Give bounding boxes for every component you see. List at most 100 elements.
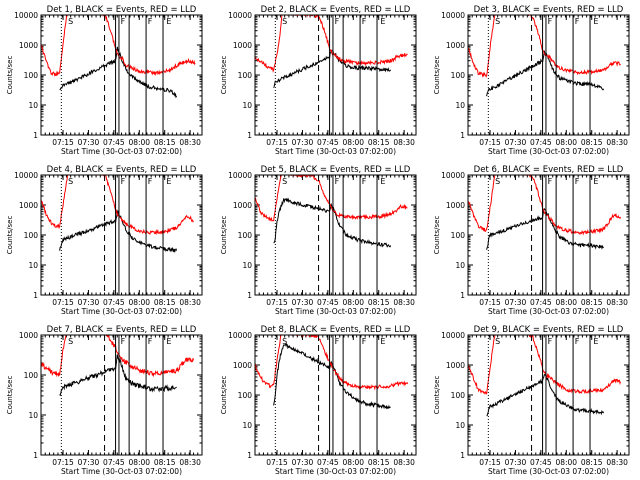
- lld-series-line: [41, 175, 194, 236]
- annotation-label: F: [148, 17, 153, 26]
- x-tick-label: 07:15: [479, 298, 501, 307]
- y-tick-label: 10000: [441, 11, 465, 20]
- chart-title: Det 4, BLACK = Events, RED = LLD: [47, 165, 197, 175]
- events-series-line: [273, 343, 391, 410]
- y-tick-label: 10: [455, 261, 465, 270]
- lld-series-line: [468, 15, 621, 78]
- events-series-line: [273, 197, 392, 248]
- annotation-label: E: [166, 17, 171, 26]
- x-tick-label: 07:15: [479, 458, 501, 467]
- events-series-line: [59, 46, 178, 99]
- y-tick-label: 100: [24, 231, 39, 240]
- annotation-label: E: [593, 17, 598, 26]
- lld-series-line: [468, 335, 621, 395]
- chart-title: Det 9, BLACK = Events, RED = LLD: [474, 325, 624, 335]
- annotation-label: F: [362, 17, 367, 26]
- y-tick-label: 1: [247, 291, 252, 300]
- y-axis-label: Counts/sec: [433, 376, 441, 415]
- x-tick-label: 08:30: [179, 458, 201, 467]
- annotation-label: F: [362, 177, 367, 186]
- plot-area: [41, 335, 194, 455]
- y-tick-label: 1000: [19, 201, 38, 210]
- x-axis-label: Start Time (30-Oct-03 07:02:00): [488, 147, 609, 156]
- x-tick-label: 07:45: [103, 458, 125, 467]
- y-tick-label: 1: [33, 131, 38, 140]
- x-tick-label: 08:15: [581, 458, 603, 467]
- chart-panel-8: Det 8, BLACK = Events, RED = LLD 1 10 100 10…: [220, 325, 417, 476]
- x-tick-label: 07:45: [317, 458, 339, 467]
- annotation-label: S: [68, 337, 73, 346]
- annotation-label: S: [68, 177, 73, 186]
- chart-panel-9: Det 9, BLACK = Events, RED = LLD 1 10 100 10…: [433, 325, 630, 476]
- y-tick-label: 10000: [441, 331, 465, 340]
- y-tick-label: 10: [455, 421, 465, 430]
- x-tick-label: 08:30: [606, 138, 628, 147]
- y-tick-label: 1: [33, 291, 38, 300]
- chart-panel-1: Det 1, BLACK = Events, RED = LLD 1 10 100 10…: [6, 5, 203, 156]
- plot-frame: [40, 334, 203, 456]
- x-tick-label: 08:00: [555, 458, 577, 467]
- y-axis-label: Counts/sec: [6, 216, 14, 255]
- x-tick-label: 07:45: [530, 298, 552, 307]
- y-tick-label: 1000: [446, 361, 465, 370]
- annotation-label: E: [166, 337, 171, 346]
- y-axis-label: Counts/sec: [433, 56, 441, 95]
- annotation-label: E: [593, 177, 598, 186]
- x-tick-label: 07:45: [103, 298, 125, 307]
- plot-area: [468, 15, 621, 135]
- x-axis-label: Start Time (30-Oct-03 07:02:00): [61, 307, 182, 316]
- y-tick-label: 10: [242, 101, 252, 110]
- x-tick-label: 08:15: [368, 138, 390, 147]
- y-tick-label: 1000: [19, 331, 38, 340]
- plot-frame: [467, 14, 630, 136]
- x-tick-label: 08:00: [128, 458, 150, 467]
- chart-title: Det 1, BLACK = Events, RED = LLD: [47, 5, 197, 15]
- y-tick-label: 1: [247, 451, 252, 460]
- annotation-label: F: [362, 337, 367, 346]
- x-tick-label: 07:30: [292, 138, 314, 147]
- y-tick-label: 100: [24, 371, 39, 380]
- x-tick-label: 08:30: [393, 458, 415, 467]
- x-tick-label: 08:15: [154, 458, 176, 467]
- annotation-label: F: [335, 337, 340, 346]
- x-tick-label: 07:15: [52, 458, 74, 467]
- plot-area: [468, 335, 621, 455]
- y-tick-label: 1: [460, 291, 465, 300]
- annotation-label: F: [148, 337, 153, 346]
- annotation-label: F: [575, 17, 580, 26]
- chart-panel-7: Det 7, BLACK = Events, RED = LLD 1 10 100 10…: [6, 325, 203, 476]
- x-tick-label: 08:00: [342, 298, 364, 307]
- y-tick-label: 10: [455, 101, 465, 110]
- annotation-label: S: [495, 17, 500, 26]
- y-tick-label: 1000: [446, 201, 465, 210]
- y-tick-label: 100: [24, 71, 39, 80]
- annotation-label: F: [548, 17, 553, 26]
- x-tick-label: 08:30: [179, 298, 201, 307]
- y-tick-label: 10000: [228, 331, 252, 340]
- x-axis-label: Start Time (30-Oct-03 07:02:00): [275, 307, 396, 316]
- chart-title: Det 3, BLACK = Events, RED = LLD: [474, 5, 624, 15]
- chart-title: Det 8, BLACK = Events, RED = LLD: [261, 325, 411, 335]
- y-tick-label: 100: [451, 391, 466, 400]
- x-tick-label: 08:15: [154, 138, 176, 147]
- y-tick-label: 100: [238, 71, 253, 80]
- chart-panel-5: Det 5, BLACK = Events, RED = LLD 1 10 100 10…: [220, 165, 417, 316]
- y-tick-label: 100: [238, 231, 253, 240]
- annotation-label: E: [380, 177, 385, 186]
- plot-frame: [467, 334, 630, 456]
- y-tick-label: 1: [460, 451, 465, 460]
- x-tick-label: 07:30: [505, 298, 527, 307]
- y-tick-label: 1000: [19, 41, 38, 50]
- annotation-label: F: [548, 177, 553, 186]
- x-tick-label: 07:45: [103, 138, 125, 147]
- y-tick-label: 10: [28, 261, 38, 270]
- plot-area: [41, 175, 194, 295]
- annotation-label: S: [282, 177, 287, 186]
- x-tick-label: 07:15: [52, 138, 74, 147]
- y-axis-label: Counts/sec: [6, 56, 14, 95]
- x-tick-label: 08:00: [128, 298, 150, 307]
- annotation-label: S: [282, 337, 287, 346]
- x-tick-label: 07:45: [317, 138, 339, 147]
- chart-panel-3: Det 3, BLACK = Events, RED = LLD 1 10 100 10…: [433, 5, 630, 156]
